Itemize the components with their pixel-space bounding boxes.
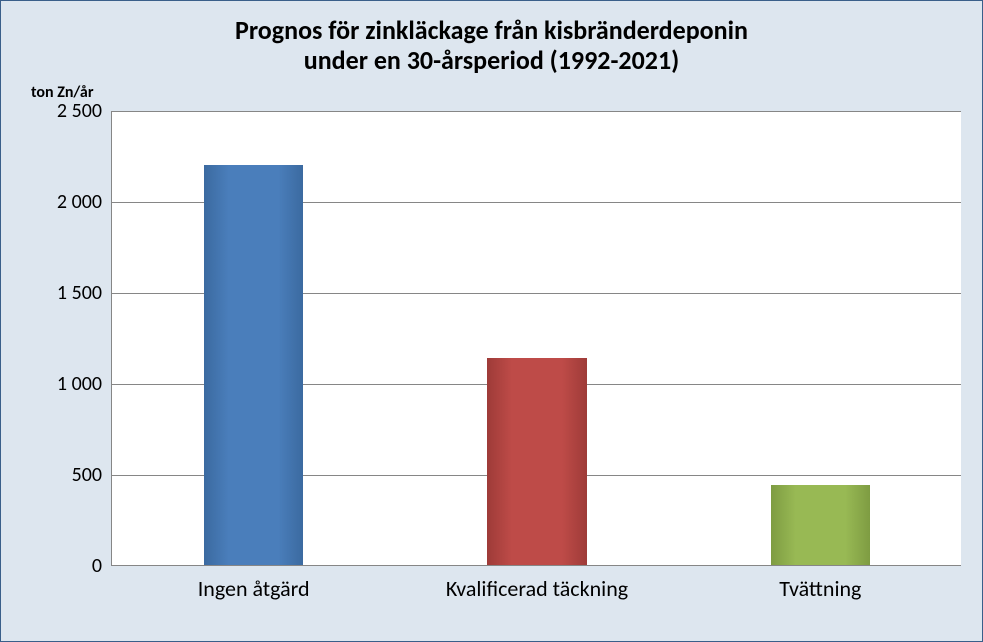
x-tick-label: Tvättning	[779, 565, 861, 602]
bar	[771, 485, 870, 565]
x-tick-label: Ingen åtgärd	[198, 565, 310, 602]
chart-container: Prognos för zinkläckage från kisbränderd…	[0, 0, 983, 642]
chart-title-line2: under en 30-årsperiod (1992-2021)	[304, 44, 680, 76]
y-tick-label: 1 500	[57, 281, 112, 305]
x-tick-label: Kvalificerad täckning	[446, 565, 628, 602]
bar	[204, 165, 303, 565]
chart-title-line1: Prognos för zinkläckage från kisbränderd…	[235, 14, 748, 46]
bar	[487, 358, 586, 565]
plot-area: 05001 0001 5002 0002 500Ingen åtgärdKval…	[111, 111, 961, 566]
chart-title: Prognos för zinkläckage från kisbränderd…	[1, 16, 982, 76]
y-tick-label: 1 000	[57, 372, 112, 396]
y-tick-label: 500	[72, 463, 112, 487]
gridline	[112, 111, 961, 112]
y-tick-label: 2 500	[57, 99, 112, 123]
y-tick-label: 2 000	[57, 190, 112, 214]
y-tick-label: 0	[92, 554, 112, 578]
